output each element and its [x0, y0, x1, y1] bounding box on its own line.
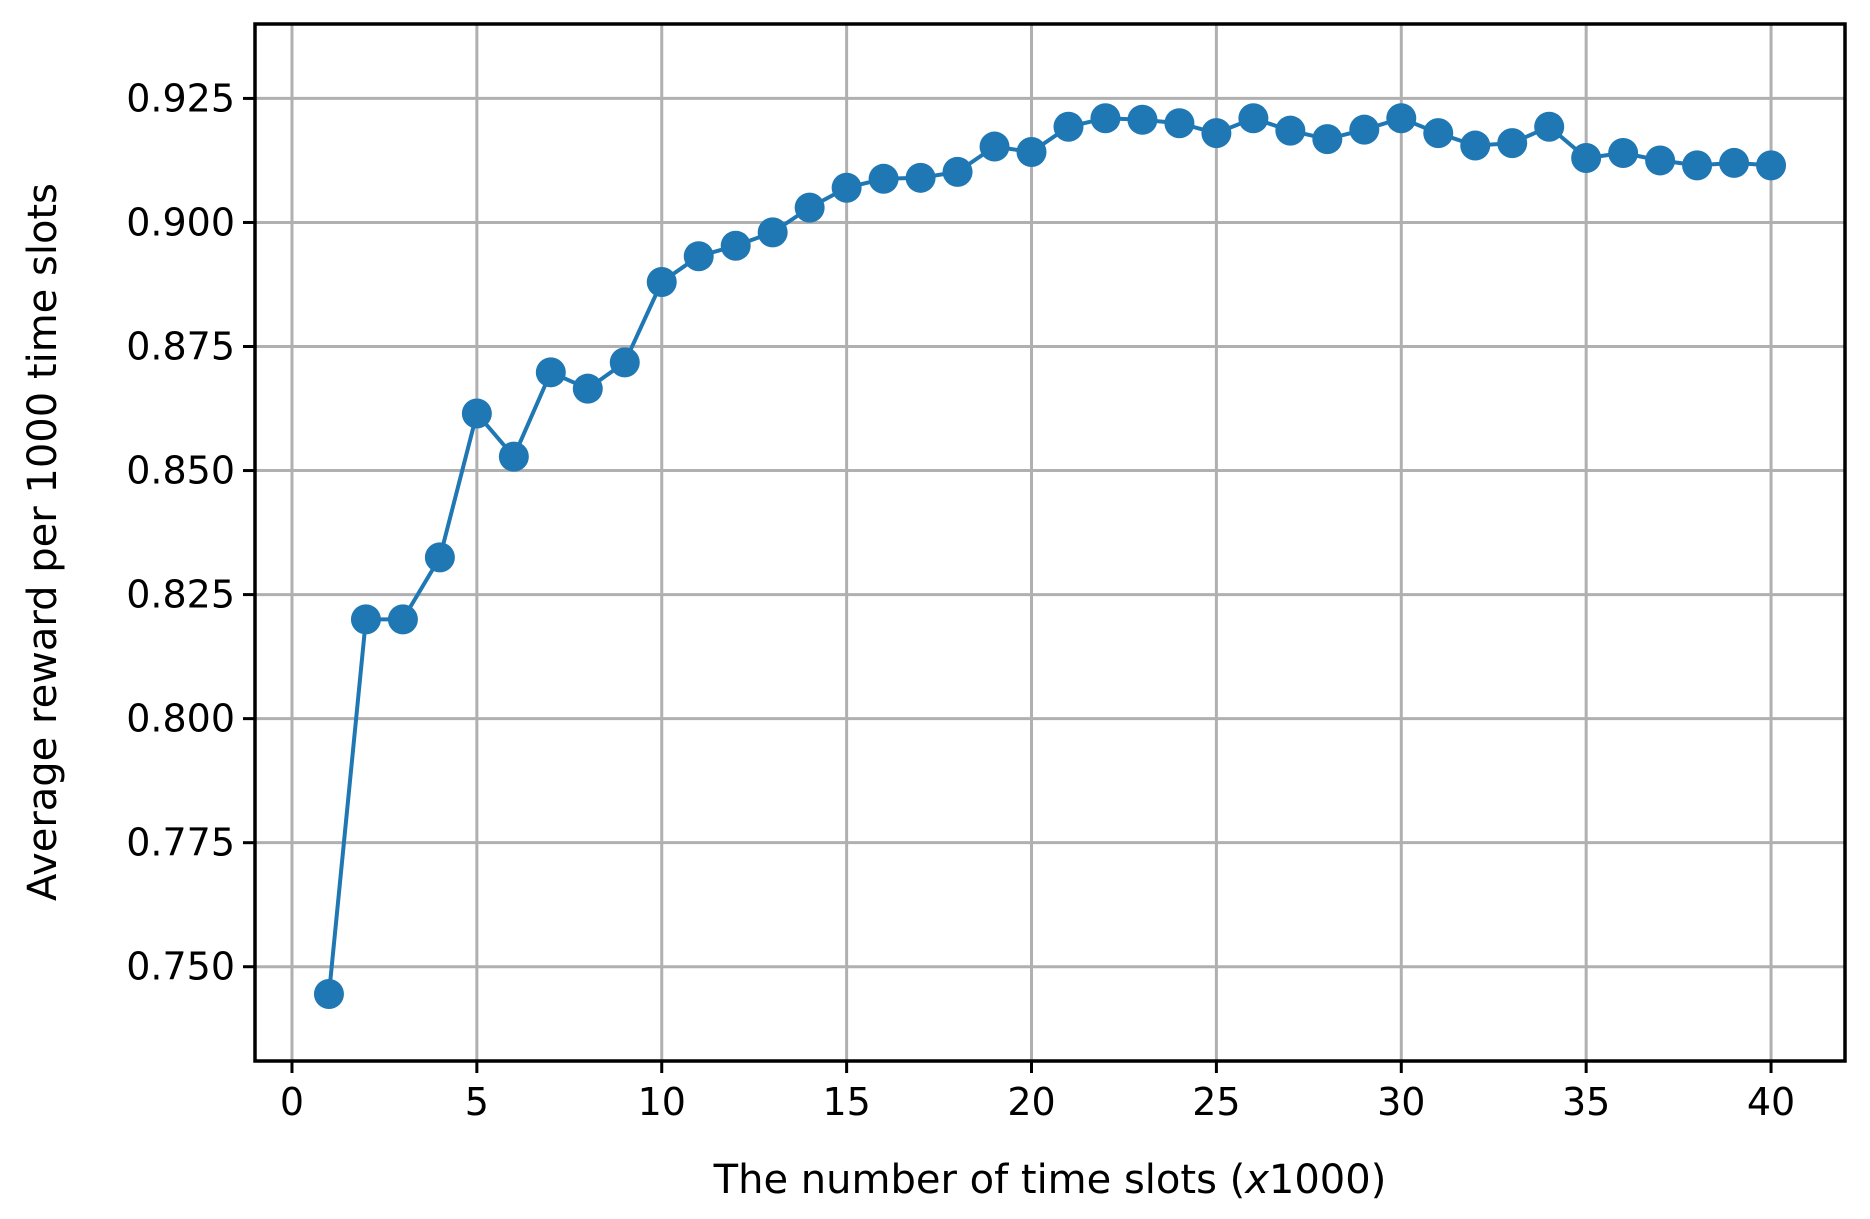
y-tick-label: 0.800 [126, 697, 235, 741]
data-point [1127, 104, 1158, 135]
x-tick-label: 25 [1192, 1080, 1240, 1124]
data-point [683, 241, 714, 272]
data-point [1608, 138, 1639, 169]
data-point [313, 979, 344, 1010]
plot-frame [253, 22, 1847, 1063]
data-point [1460, 130, 1491, 161]
x-tick-label: 0 [280, 1080, 304, 1124]
y-tick-label: 0.825 [126, 573, 235, 617]
data-point [1016, 137, 1047, 168]
data-point [535, 357, 566, 388]
data-point [1275, 115, 1306, 146]
x-tick-label: 10 [638, 1080, 686, 1124]
data-point [1386, 103, 1417, 134]
data-point [905, 162, 936, 193]
y-tick-label: 0.775 [126, 821, 235, 865]
data-point [942, 156, 973, 187]
y-tick-label: 0.900 [126, 200, 235, 244]
data-point [387, 604, 418, 635]
series-line [327, 116, 1772, 995]
y-tick-label: 0.875 [126, 325, 235, 369]
data-point [646, 267, 677, 298]
x-tick-label: 40 [1747, 1080, 1795, 1124]
x-tick-label: 30 [1377, 1080, 1425, 1124]
y-tick-label: 0.925 [126, 76, 235, 120]
x-tick-label: 5 [465, 1080, 489, 1124]
x-axis-label: The number of time slots (x1000) [713, 1157, 1387, 1203]
grid-lines [255, 24, 1845, 1061]
y-tick-label: 0.850 [126, 449, 235, 493]
data-point [424, 542, 455, 573]
x-tick-label: 35 [1562, 1080, 1610, 1124]
data-point [1571, 142, 1602, 173]
series-layer [313, 103, 1787, 1010]
data-point [868, 163, 899, 194]
data-point [831, 172, 862, 203]
data-point [757, 217, 788, 248]
data-point [1682, 150, 1713, 181]
data-point [1053, 111, 1084, 142]
data-point [350, 604, 381, 635]
y-axis-label: Average reward per 1000 time slots [20, 183, 66, 901]
data-point [498, 441, 529, 472]
data-point [720, 230, 751, 261]
data-point [1423, 118, 1454, 149]
data-point [1719, 147, 1750, 178]
data-point [1164, 108, 1195, 139]
data-point [1756, 150, 1787, 181]
data-point [979, 131, 1010, 162]
data-point [794, 192, 825, 223]
x-tick-label: 20 [1007, 1080, 1055, 1124]
x-tick-label: 15 [822, 1080, 870, 1124]
data-point [461, 398, 492, 429]
data-point [1534, 111, 1565, 142]
data-point [1645, 145, 1676, 176]
y-tick-label: 0.750 [126, 945, 235, 989]
data-point [609, 347, 640, 378]
data-point [572, 373, 603, 404]
data-point [1349, 114, 1380, 145]
data-point [1497, 128, 1528, 159]
data-point [1201, 118, 1232, 149]
data-point [1312, 124, 1343, 155]
data-point [1090, 103, 1121, 134]
tick-layer: 0 5 10 15 20 25 30 35 40 0.750 0.775 0.800 0.825 0.85… [126, 76, 1795, 1124]
data-point [1238, 103, 1269, 134]
